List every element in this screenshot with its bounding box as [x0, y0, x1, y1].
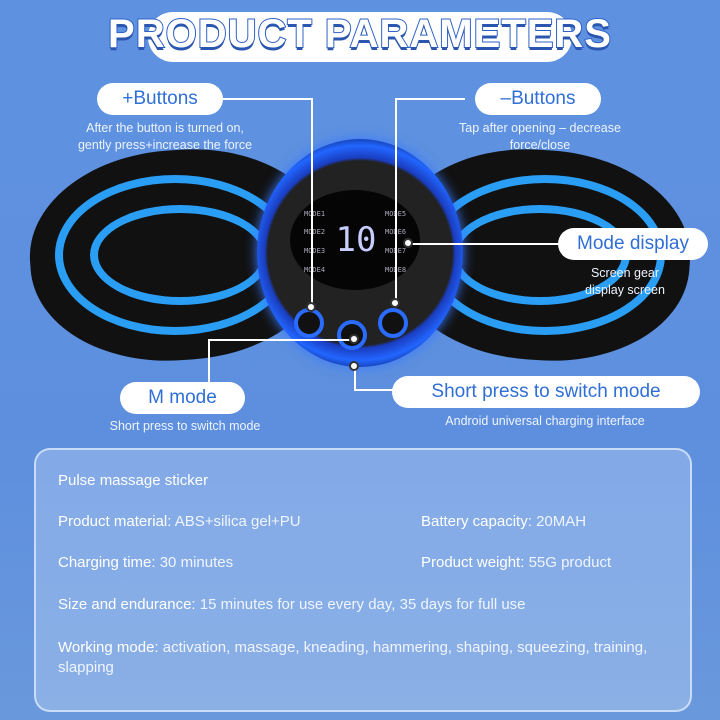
left-pad-ring-inner [90, 205, 270, 305]
spec-label: Product weight: [421, 554, 525, 571]
mode-display-label: Mode display [558, 228, 708, 260]
connector-line [354, 366, 356, 390]
mode-label: MODE2 [304, 228, 326, 236]
page-title: PRODUCT PARAMETERS [107, 11, 612, 57]
plus-buttons-desc: gently press+increase the force [77, 138, 253, 152]
spec-value: activation, massage, kneading, hammering… [58, 639, 648, 676]
marker-dot [349, 361, 359, 371]
connector-line [311, 98, 313, 308]
spec-value: 30 minutes [159, 554, 234, 571]
spec-weight: Product weight: 55G product [421, 554, 611, 571]
marker-dot [390, 298, 400, 308]
mode-display-desc: Screen gear [590, 266, 660, 280]
m-mode-label: M mode [120, 382, 245, 414]
connector-line [395, 98, 465, 100]
spec-size: Size and endurance: 15 minutes for use e… [58, 596, 526, 613]
minus-buttons-desc: force/close [509, 138, 571, 152]
mode-display-desc: display screen [585, 283, 665, 297]
connector-line [395, 98, 397, 303]
marker-dot [349, 334, 359, 344]
spec-label: Product material: [58, 513, 172, 530]
spec-heading: Pulse massage sticker [58, 472, 209, 489]
connector-line [208, 339, 353, 341]
connector-line [408, 243, 558, 245]
plus-button[interactable] [294, 308, 324, 338]
spec-value: 20MAH [536, 513, 587, 530]
mode-label: MODE1 [304, 210, 326, 218]
connector-line [354, 389, 394, 391]
connector-line [200, 98, 312, 100]
spec-label: Size and endurance: [58, 596, 196, 613]
spec-label: Battery capacity: [421, 513, 532, 530]
spec-panel [34, 448, 692, 712]
m-mode-desc: Short press to switch mode [109, 419, 261, 433]
spec-working: Working mode: activation, massage, knead… [58, 638, 678, 678]
spec-value: ABS+silica gel+PU [174, 513, 301, 530]
connector-line [208, 339, 210, 384]
short-press-desc: Android universal charging interface [445, 414, 645, 428]
mode-label: MODE4 [304, 266, 326, 274]
plus-buttons-desc: After the button is turned on, [86, 121, 244, 135]
marker-dot [403, 238, 413, 248]
short-press-label: Short press to switch mode [392, 376, 700, 408]
plus-buttons-label: +Buttons [97, 83, 223, 115]
spec-value: 15 minutes for use every day, 35 days fo… [199, 596, 526, 613]
minus-buttons-label: –Buttons [475, 83, 601, 115]
title-background [148, 12, 572, 62]
m-button[interactable] [337, 320, 367, 350]
marker-dot [306, 302, 316, 312]
spec-label: Working mode: [58, 639, 159, 656]
mode-label: MODE3 [304, 247, 326, 255]
spec-value: 55G product [528, 554, 612, 571]
minus-buttons-desc: Tap after opening – decrease [459, 121, 621, 135]
spec-label: Charging time: [58, 554, 156, 571]
spec-material: Product material: ABS+silica gel+PU [58, 513, 301, 530]
minus-button[interactable] [378, 308, 408, 338]
spec-charging: Charging time: 30 minutes [58, 554, 233, 571]
spec-battery: Battery capacity: 20MAH [421, 513, 586, 530]
gear-digit: 10 [335, 220, 377, 260]
